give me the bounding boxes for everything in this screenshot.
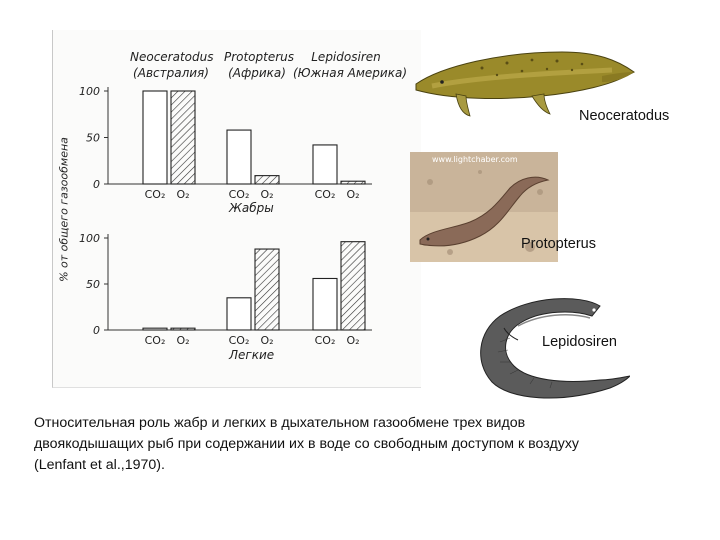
figure-caption: Относительная роль жабр и легких в дыхат… xyxy=(34,415,580,473)
gas-label-co2: CO₂ xyxy=(145,188,166,201)
panel-title-gills: Жабры xyxy=(229,201,274,215)
bar-o2-protopterus xyxy=(254,175,280,185)
gas-label-co2: CO₂ xyxy=(145,334,166,347)
gas-label-o2: O₂ xyxy=(260,334,273,347)
y-tick-label: 0 xyxy=(93,178,100,191)
species-name-lepidosiren: Lepidosiren xyxy=(311,50,381,64)
bar-co2-protopterus xyxy=(226,129,252,185)
y-tick-label: 100 xyxy=(79,232,100,245)
lepidosiren-illustration xyxy=(480,298,630,399)
bar-o2-neoceratodus xyxy=(170,90,196,185)
species-region-neoceratodus: (Австралия) xyxy=(133,66,209,80)
fish-label-protopterus: Protopterus xyxy=(521,236,596,252)
gas-label-co2: CO₂ xyxy=(229,334,250,347)
gas-label-o2: O₂ xyxy=(346,334,359,347)
bar-co2-lepidosiren xyxy=(312,144,338,185)
y-tick-label: 50 xyxy=(86,278,100,291)
protopterus-photo xyxy=(410,152,558,262)
bar-o2-lepidosiren xyxy=(340,241,366,331)
bar-o2-lepidosiren xyxy=(340,180,366,185)
fish-label-neoceratodus: Neoceratodus xyxy=(579,108,670,124)
y-tick-label: 50 xyxy=(86,132,100,145)
gas-label-co2: CO₂ xyxy=(315,188,336,201)
bar-co2-protopterus xyxy=(226,297,252,331)
bar-o2-neoceratodus xyxy=(170,327,196,331)
y-tick-label: 100 xyxy=(79,85,100,98)
gas-label-o2: O₂ xyxy=(260,188,273,201)
fish-label-lepidosiren: Lepidosiren xyxy=(542,334,617,350)
bar-co2-neoceratodus xyxy=(142,327,168,331)
gas-label-co2: CO₂ xyxy=(229,188,250,201)
species-region-lepidosiren: (Южная Америка) xyxy=(292,66,408,80)
species-region-protopterus: (Африка) xyxy=(228,66,286,80)
species-name-protopterus: Protopterus xyxy=(223,50,295,64)
gas-label-o2: O₂ xyxy=(176,188,189,201)
neoceratodus-illustration xyxy=(415,51,635,117)
panel-title-lungs: Легкие xyxy=(229,348,275,362)
bar-o2-protopterus xyxy=(254,248,280,331)
gas-label-co2: CO₂ xyxy=(315,334,336,347)
y-tick-label: 0 xyxy=(93,324,100,337)
photo-watermark: www.lightchaber.com xyxy=(432,155,518,164)
protopterus-illustration xyxy=(410,152,558,262)
bar-co2-neoceratodus xyxy=(142,90,168,185)
species-name-neoceratodus: Neoceratodus xyxy=(130,50,214,64)
gas-label-o2: O₂ xyxy=(176,334,189,347)
bar-co2-lepidosiren xyxy=(312,277,338,331)
gas-label-o2: O₂ xyxy=(346,188,359,201)
